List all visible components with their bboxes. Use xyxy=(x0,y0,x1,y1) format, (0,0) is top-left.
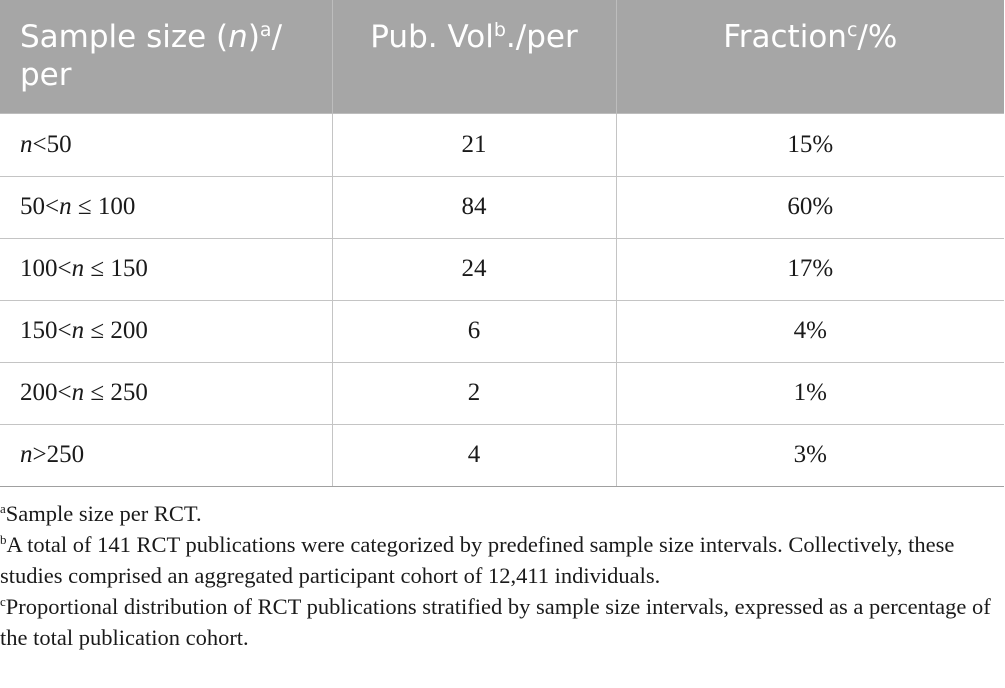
header-sample-size-text-c: / per xyxy=(20,19,283,93)
cell-pub-vol: 21 xyxy=(331,112,617,177)
table-footnotes: aSample size per RCT. bA total of 141 RC… xyxy=(0,498,1005,653)
table-body: n<50 21 15% 50<n ≤ 100 84 60% 100<n ≤ 15… xyxy=(0,112,1004,487)
footnote-a-mark: a xyxy=(0,501,6,516)
header-sample-size-var: n xyxy=(228,19,248,55)
sample-size-table: Sample size (n)a/ per Pub. Volb./per Fra… xyxy=(0,0,1004,487)
header-sample-size-text-b: ) xyxy=(247,19,260,55)
cell-pub-vol: 2 xyxy=(331,361,617,425)
header-sample-size: Sample size (n)a/ per xyxy=(0,0,333,114)
cell-sample-size: 100<n ≤ 150 xyxy=(0,237,333,301)
footnote-c-mark: c xyxy=(0,594,6,609)
cell-sample-size: 150<n ≤ 200 xyxy=(0,299,333,363)
cell-sample-size: n<50 xyxy=(0,112,333,177)
cell-fraction: 60% xyxy=(615,175,1004,239)
cell-pub-vol: 6 xyxy=(331,299,617,363)
footnote-mark-a: a xyxy=(259,19,272,41)
cell-pub-vol: 84 xyxy=(331,175,617,239)
footnote-c: cProportional distribution of RCT public… xyxy=(0,591,1005,653)
table-row: 50<n ≤ 100 84 60% xyxy=(0,175,1004,239)
cell-fraction: 1% xyxy=(615,361,1004,425)
table-row: n>250 4 3% xyxy=(0,423,1004,487)
footnote-mark-b: b xyxy=(493,19,506,41)
cell-fraction: 15% xyxy=(615,112,1004,177)
footnote-b-mark: b xyxy=(0,532,7,547)
cell-sample-size: n>250 xyxy=(0,423,333,487)
footnote-b: bA total of 141 RCT publications were ca… xyxy=(0,529,1005,591)
footnote-a: aSample size per RCT. xyxy=(0,498,1005,529)
header-pub-vol-text-b: ./per xyxy=(505,19,578,55)
cell-fraction: 3% xyxy=(615,423,1004,487)
cell-fraction: 17% xyxy=(615,237,1004,301)
header-fraction: Fractionc/% xyxy=(615,0,1004,114)
table-header: Sample size (n)a/ per Pub. Volb./per Fra… xyxy=(0,0,1004,114)
table-row: 100<n ≤ 150 24 17% xyxy=(0,237,1004,301)
cell-sample-size: 50<n ≤ 100 xyxy=(0,175,333,239)
header-row: Sample size (n)a/ per Pub. Volb./per Fra… xyxy=(0,0,1004,114)
footnote-a-text: Sample size per RCT. xyxy=(5,501,202,526)
footnote-mark-c: c xyxy=(846,19,858,41)
header-fraction-text-b: /% xyxy=(857,19,898,55)
header-sample-size-text-a: Sample size ( xyxy=(20,19,229,55)
header-fraction-text-a: Fraction xyxy=(723,19,847,55)
cell-pub-vol: 4 xyxy=(331,423,617,487)
cell-sample-size: 200<n ≤ 250 xyxy=(0,361,333,425)
table-row: 200<n ≤ 250 2 1% xyxy=(0,361,1004,425)
cell-fraction: 4% xyxy=(615,299,1004,363)
table-row: n<50 21 15% xyxy=(0,112,1004,177)
footnote-c-text: Proportional distribution of RCT publica… xyxy=(0,594,991,650)
cell-pub-vol: 24 xyxy=(331,237,617,301)
table-row: 150<n ≤ 200 6 4% xyxy=(0,299,1004,363)
footnote-b-text: A total of 141 RCT publications were cat… xyxy=(0,532,955,588)
header-pub-vol: Pub. Volb./per xyxy=(331,0,617,114)
header-pub-vol-text-a: Pub. Vol xyxy=(370,19,494,55)
